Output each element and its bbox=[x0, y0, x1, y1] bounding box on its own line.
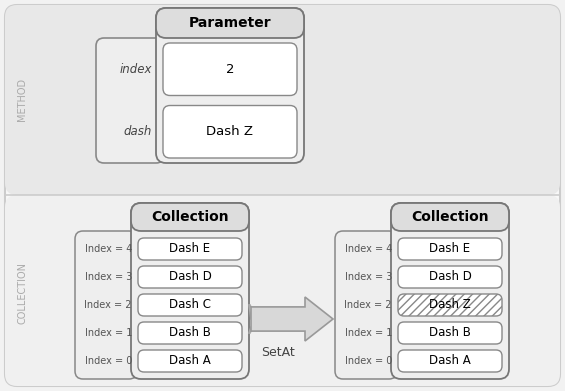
Text: Index = 1: Index = 1 bbox=[345, 328, 392, 338]
Text: Index = 2: Index = 2 bbox=[345, 300, 392, 310]
FancyBboxPatch shape bbox=[138, 294, 242, 316]
Text: Dash D: Dash D bbox=[429, 271, 471, 283]
Polygon shape bbox=[251, 297, 333, 341]
FancyBboxPatch shape bbox=[138, 322, 242, 344]
Text: Index = 4: Index = 4 bbox=[85, 244, 132, 254]
Text: SetAt: SetAt bbox=[261, 346, 295, 359]
FancyBboxPatch shape bbox=[156, 8, 304, 38]
Text: index: index bbox=[120, 63, 152, 76]
Text: Dash E: Dash E bbox=[429, 242, 471, 255]
FancyBboxPatch shape bbox=[391, 203, 509, 379]
FancyBboxPatch shape bbox=[163, 43, 297, 95]
Text: Parameter: Parameter bbox=[189, 16, 271, 30]
Text: Index = 1: Index = 1 bbox=[85, 328, 132, 338]
Text: Collection: Collection bbox=[411, 210, 489, 224]
Text: Collection: Collection bbox=[151, 210, 229, 224]
Text: Dash B: Dash B bbox=[169, 326, 211, 339]
Text: Dash B: Dash B bbox=[429, 326, 471, 339]
FancyBboxPatch shape bbox=[398, 294, 502, 316]
FancyBboxPatch shape bbox=[131, 203, 249, 379]
FancyBboxPatch shape bbox=[398, 322, 502, 344]
FancyBboxPatch shape bbox=[75, 231, 137, 379]
Text: Dash E: Dash E bbox=[170, 242, 211, 255]
FancyBboxPatch shape bbox=[138, 266, 242, 288]
Text: Index = 3: Index = 3 bbox=[85, 272, 132, 282]
FancyBboxPatch shape bbox=[96, 38, 164, 163]
Text: dash: dash bbox=[124, 125, 152, 138]
Text: Dash D: Dash D bbox=[168, 271, 211, 283]
FancyBboxPatch shape bbox=[163, 106, 297, 158]
Text: Index = 0: Index = 0 bbox=[345, 356, 392, 366]
FancyBboxPatch shape bbox=[391, 203, 509, 231]
Text: Dash Z: Dash Z bbox=[429, 298, 471, 312]
FancyBboxPatch shape bbox=[5, 195, 560, 386]
Text: Dash C: Dash C bbox=[169, 298, 211, 312]
Text: Index = 4: Index = 4 bbox=[345, 244, 392, 254]
Text: COLLECTION: COLLECTION bbox=[17, 262, 27, 324]
FancyBboxPatch shape bbox=[398, 266, 502, 288]
FancyBboxPatch shape bbox=[398, 350, 502, 372]
Text: Dash Z: Dash Z bbox=[206, 125, 254, 138]
FancyBboxPatch shape bbox=[138, 238, 242, 260]
FancyBboxPatch shape bbox=[398, 238, 502, 260]
Text: Index = 2: Index = 2 bbox=[85, 300, 132, 310]
FancyBboxPatch shape bbox=[335, 231, 397, 379]
FancyBboxPatch shape bbox=[138, 350, 242, 372]
Text: Index = 3: Index = 3 bbox=[345, 272, 392, 282]
Text: Dash A: Dash A bbox=[429, 355, 471, 368]
FancyBboxPatch shape bbox=[5, 5, 560, 386]
Text: Index = 0: Index = 0 bbox=[85, 356, 132, 366]
Text: 2: 2 bbox=[226, 63, 234, 76]
Text: METHOD: METHOD bbox=[17, 77, 27, 120]
Text: Dash A: Dash A bbox=[169, 355, 211, 368]
FancyBboxPatch shape bbox=[131, 203, 249, 231]
FancyBboxPatch shape bbox=[5, 5, 560, 195]
FancyBboxPatch shape bbox=[156, 8, 304, 163]
